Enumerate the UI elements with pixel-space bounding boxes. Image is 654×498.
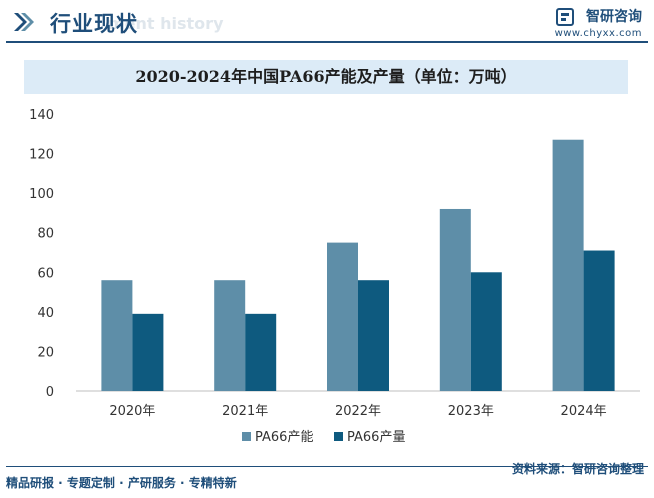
y-tick-label: 60 (37, 266, 54, 281)
bar-capacity (327, 242, 358, 391)
bar-output (470, 272, 502, 391)
y-tick-label: 20 (37, 345, 54, 360)
legend-swatch (242, 432, 251, 441)
chart-title-band: 2020-2024年中国PA66产能及产量（单位：万吨） (24, 60, 628, 94)
y-tick-label: 80 (37, 227, 54, 242)
chart-title: 2020-2024年中国PA66产能及产量（单位：万吨） (135, 67, 517, 86)
y-tick-label: 40 (37, 306, 54, 321)
brand: 智研咨询 www.chyxx.com (555, 6, 642, 39)
x-tick-label: 2021年 (222, 404, 268, 419)
x-tick-label: 2020年 (109, 404, 155, 419)
brand-url: www.chyxx.com (554, 28, 642, 39)
page-title: 行业现状 (50, 12, 138, 36)
header-divider (6, 41, 648, 43)
footer-slogan: 精品研报 · 专题定制 · 产研服务 · 专精特新 (6, 476, 237, 490)
x-tick-label: 2024年 (561, 404, 607, 419)
y-tick-label: 100 (29, 187, 54, 202)
bar-capacity (552, 139, 584, 391)
data-source: 资料来源：智研咨询整理 (511, 462, 644, 476)
brand-logo-icon (556, 8, 574, 26)
legend-label: PA66产量 (347, 430, 405, 445)
x-tick-label: 2022年 (335, 404, 381, 419)
bar-capacity (439, 208, 471, 391)
legend-swatch (334, 432, 343, 441)
y-tick-label: 120 (29, 148, 54, 163)
bar-output (358, 280, 389, 391)
header-subtitle: ment history (108, 14, 224, 33)
bar-capacity (101, 280, 133, 391)
double-chevron-icon (14, 13, 34, 31)
brand-name: 智研咨询 (586, 9, 642, 25)
legend-label: PA66产能 (255, 430, 313, 445)
y-tick-label: 140 (29, 108, 54, 123)
bar-output (245, 313, 277, 391)
bar-output (583, 250, 615, 391)
footer-divider (6, 466, 648, 467)
bar-capacity (214, 280, 246, 391)
bar-output (132, 313, 164, 391)
x-tick-label: 2023年 (448, 404, 494, 419)
header: ment history 行业现状 智研咨询 www.chyxx.com (0, 0, 654, 44)
y-tick-label: 0 (46, 385, 54, 400)
